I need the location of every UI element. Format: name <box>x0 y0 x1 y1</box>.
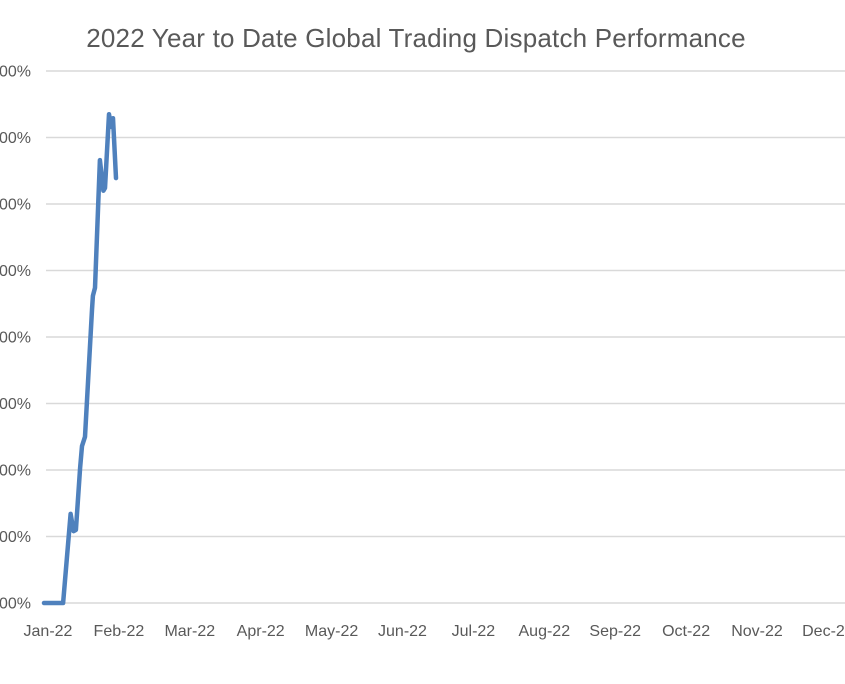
x-axis-tick-label: Aug-22 <box>519 623 571 640</box>
chart-title: 2022 Year to Date Global Trading Dispatc… <box>86 23 746 53</box>
y-axis-tick-label: 00% <box>0 529 31 546</box>
x-axis-tick-label: Jul-22 <box>452 623 496 640</box>
x-axis-tick-label: Dec-22 <box>802 623 845 640</box>
x-axis-tick-label: Apr-22 <box>237 623 285 640</box>
x-axis-tick-label: May-22 <box>305 623 358 640</box>
y-axis-tick-label: 00% <box>0 130 31 147</box>
x-axis-tick-label: Jun-22 <box>378 623 427 640</box>
performance-line-series <box>41 111 119 606</box>
y-axis-tick-label: 00% <box>0 64 31 81</box>
x-axis-tick-label: Jan-22 <box>24 623 73 640</box>
y-axis-tick-label: 00% <box>0 330 31 347</box>
x-axis-tick-label: Feb-22 <box>94 623 145 640</box>
x-axis-tick-label: Nov-22 <box>731 623 783 640</box>
x-axis-tick-label: Mar-22 <box>164 623 215 640</box>
y-axis-tick-label: 00% <box>0 263 31 280</box>
x-axis-tick-label: Oct-22 <box>662 623 710 640</box>
x-axis-tick-label: Sep-22 <box>589 623 641 640</box>
y-axis-tick-label: 00% <box>0 596 31 613</box>
y-axis-tick-label: 00% <box>0 197 31 214</box>
y-axis-tick-label: 00% <box>0 396 31 413</box>
y-axis-tick-label: 00% <box>0 463 31 480</box>
